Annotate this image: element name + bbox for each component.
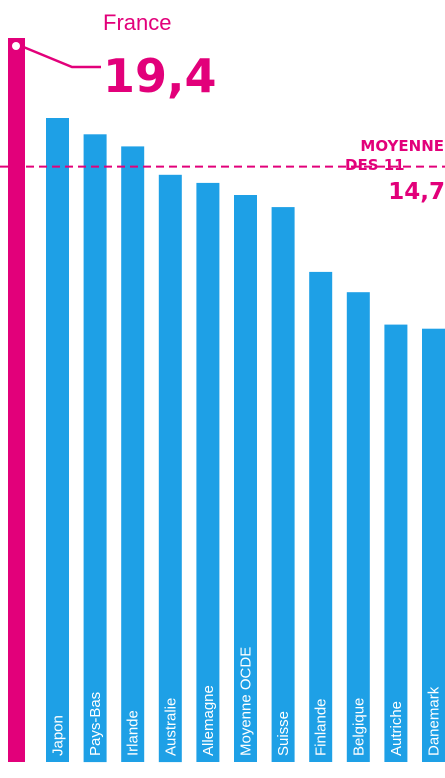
category-label-pays-bas: Pays-Bas (87, 692, 104, 756)
category-labels-layer: Japon Pays-Bas Irlande Australie Allemagne Mo… (50, 647, 443, 756)
average-label-line1: MOYENNE (360, 137, 444, 155)
bar-belgique (346, 292, 370, 762)
france-marker-dot (12, 42, 20, 50)
category-label-allemagne: Allemagne (200, 685, 217, 756)
bar-france (8, 38, 25, 762)
bar-autriche (384, 324, 408, 762)
bar-irlande (121, 146, 145, 762)
bar-australie (158, 174, 182, 763)
bar-moyenne-ocde (234, 195, 257, 762)
bar-allemagne (196, 182, 220, 762)
france-label: France (103, 10, 171, 35)
bar-japon (46, 118, 69, 762)
bar-suisse (271, 207, 295, 763)
bars-layer (46, 118, 445, 763)
bar-pays-bas (83, 134, 107, 763)
category-label-moyenne-ocde: Moyenne OCDE (238, 647, 255, 756)
category-label-autriche: Autriche (388, 701, 405, 756)
category-label-finlande: Finlande (313, 698, 330, 756)
category-label-australie: Australie (162, 698, 179, 756)
category-label-danemark: Danemark (426, 686, 443, 756)
category-label-suisse: Suisse (275, 711, 292, 756)
average-value-label: 14,7 (388, 179, 445, 205)
category-label-irlande: Irlande (125, 710, 142, 756)
bar-finlande (309, 271, 333, 762)
average-label-line2: DES 11 (345, 156, 405, 174)
france-value-label: 19,4 (103, 49, 217, 103)
bar-danemark (422, 328, 445, 762)
france-leader-line (20, 44, 101, 69)
category-label-japon: Japon (50, 715, 67, 756)
category-label-belgique: Belgique (350, 698, 367, 756)
